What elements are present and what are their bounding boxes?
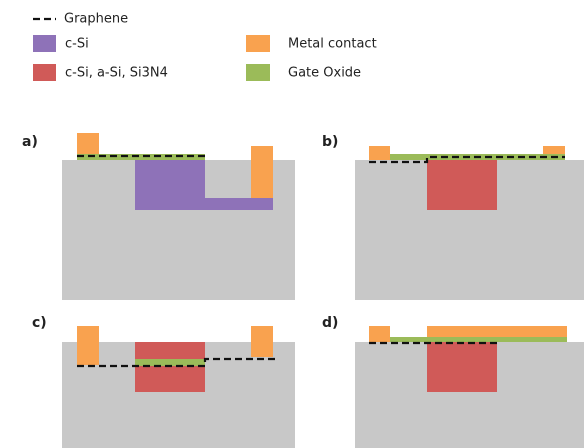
legend-label: Gate Oxide <box>288 66 361 81</box>
metal-swatch <box>246 35 270 52</box>
diagram: Graphene c-Si Metal contact c-Si, a-Si, … <box>0 0 584 448</box>
panel-label: b) <box>322 134 338 150</box>
contact <box>369 146 390 160</box>
oxide <box>77 154 205 160</box>
contact <box>77 133 99 155</box>
oxide-swatch <box>246 64 270 81</box>
legend-label: c-Si <box>65 37 89 52</box>
panel-a: a) <box>22 133 295 300</box>
top-gate <box>427 326 567 337</box>
panel-b: b) <box>322 134 584 300</box>
legend-label: c-Si, a-Si, Si3N4 <box>65 66 168 81</box>
page: {"legend": {"items": ["Graphene", "c-Si"… <box>0 0 584 448</box>
mixed-layer <box>427 160 497 210</box>
panel-label: c) <box>32 315 47 331</box>
mixed-layer <box>427 342 497 392</box>
c-si <box>205 198 273 210</box>
legend: Graphene c-Si Metal contact c-Si, a-Si, … <box>33 12 377 82</box>
mixed-swatch <box>33 64 56 81</box>
panel-label: a) <box>22 134 38 150</box>
c-si-swatch <box>33 35 56 52</box>
contact <box>251 146 273 198</box>
contact <box>369 326 390 342</box>
contact <box>251 326 273 357</box>
legend-label: Metal contact <box>288 37 377 52</box>
panel-label: d) <box>322 315 338 331</box>
panel-d: d) <box>322 315 584 448</box>
legend-label: Graphene <box>64 12 128 27</box>
c-si <box>135 160 205 210</box>
panel-c: c) <box>32 315 295 448</box>
contact <box>77 326 99 365</box>
oxide <box>390 337 567 342</box>
